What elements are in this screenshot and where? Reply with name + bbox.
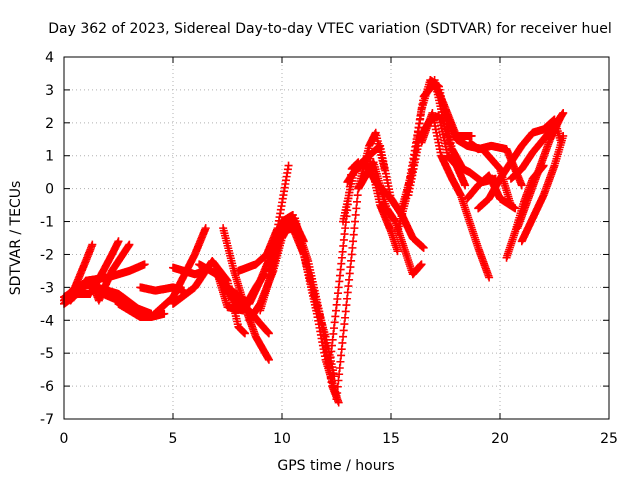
y-axis-label: SDTVAR / TECUs (8, 181, 24, 296)
plus-marker (517, 181, 526, 190)
x-tick-label: 25 (600, 431, 618, 447)
plus-marker (393, 247, 402, 256)
y-tick-label: -2 (40, 247, 54, 263)
y-tick-label: 3 (45, 83, 54, 99)
y-tick-label: -4 (40, 313, 54, 329)
plus-marker (284, 161, 293, 170)
y-tick-label: 0 (45, 182, 54, 198)
plus-marker (264, 355, 273, 364)
y-tick-label: -5 (40, 346, 54, 362)
plus-marker (485, 273, 494, 282)
data-series (169, 257, 249, 338)
plus-marker (419, 243, 428, 252)
plus-marker (160, 309, 169, 318)
y-tick-label: -1 (40, 215, 54, 231)
data-series (417, 108, 494, 282)
y-tick-label: -3 (40, 280, 54, 296)
plus-marker (417, 260, 426, 269)
data-series (325, 158, 363, 368)
x-tick-label: 5 (169, 431, 178, 447)
plus-marker (264, 329, 273, 338)
data-points (60, 76, 568, 407)
x-tick-label: 20 (491, 431, 509, 447)
plus-marker (559, 108, 568, 117)
data-series (278, 214, 341, 400)
plus-marker (511, 204, 520, 213)
plus-marker (467, 131, 476, 140)
y-tick-label: 2 (45, 116, 54, 132)
data-series (517, 131, 568, 246)
plus-marker (240, 329, 249, 338)
x-axis-label: GPS time / hours (277, 458, 394, 474)
data-series (114, 224, 210, 321)
x-tick-label: 15 (382, 431, 400, 447)
y-tick-label: -6 (40, 379, 54, 395)
plus-marker (559, 131, 568, 140)
y-tick-label: -7 (40, 412, 54, 428)
plus-marker (114, 237, 123, 246)
x-tick-label: 0 (60, 431, 69, 447)
plus-marker (140, 260, 149, 269)
data-series (136, 283, 188, 295)
plus-marker (88, 240, 97, 249)
y-tick-label: 4 (45, 50, 54, 66)
plot-frame (63, 56, 610, 420)
plus-marker (201, 224, 210, 233)
plus-marker (461, 181, 470, 190)
data-series (365, 141, 428, 252)
data-series (66, 260, 149, 305)
chart-title: Day 362 of 2023, Sidereal Day-to-day VTE… (48, 21, 611, 37)
data-series (234, 161, 293, 275)
x-tick-label: 10 (273, 431, 291, 447)
y-tick-label: 1 (45, 149, 54, 165)
data-series (465, 138, 526, 190)
data-series (474, 115, 566, 213)
data-series (506, 108, 568, 183)
plus-marker (125, 240, 134, 249)
